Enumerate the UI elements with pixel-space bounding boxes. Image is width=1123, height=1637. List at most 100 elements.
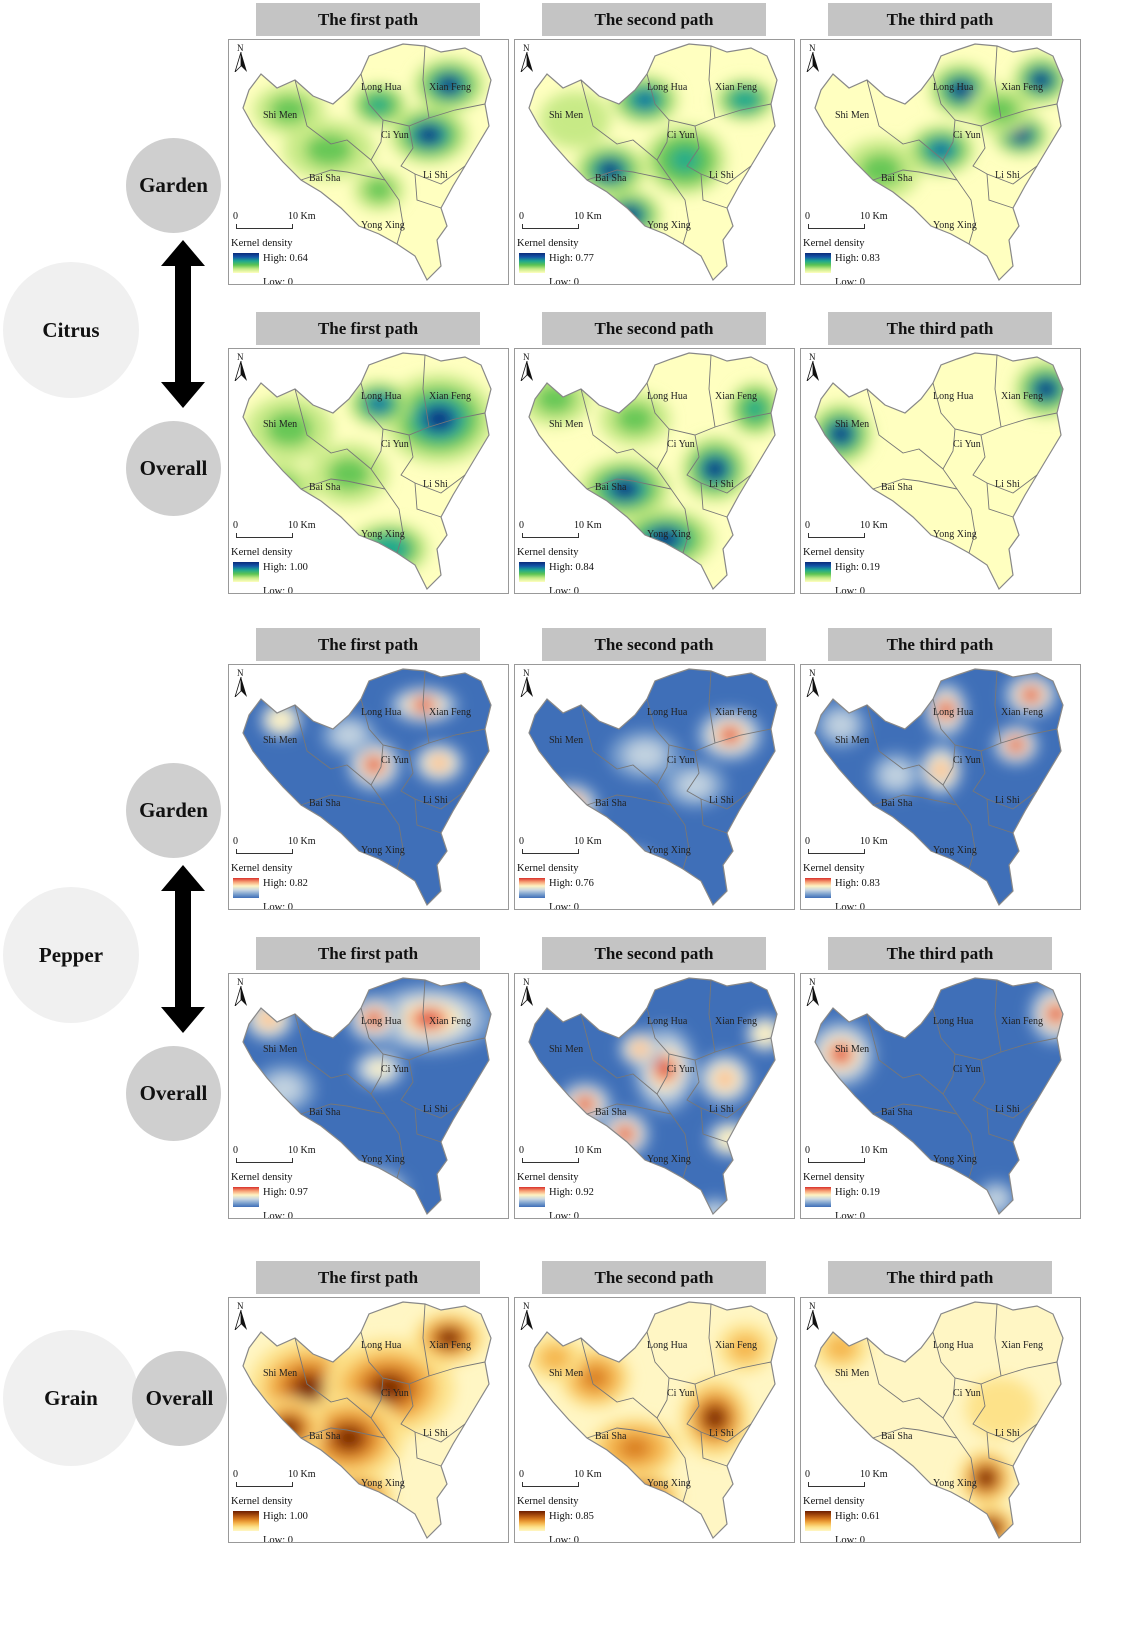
- scale-zero: 0: [805, 836, 810, 847]
- kernel-density-map: [814, 352, 1064, 591]
- legend-title: Kernel density: [517, 1172, 579, 1183]
- density-hotspot: [881, 761, 911, 789]
- scale-km: 10 Km: [860, 1469, 888, 1480]
- panel-header: The first path: [256, 312, 480, 345]
- county-outline: [242, 977, 492, 1216]
- north-letter: N: [523, 352, 530, 362]
- legend-color-ramp: [233, 878, 259, 898]
- township-boundary: [866, 388, 944, 470]
- town-label: Long Hua: [647, 82, 688, 93]
- township-boundary: [414, 798, 442, 834]
- kernel-density-map: [814, 1301, 1064, 1540]
- legend-high: High: 0.76: [549, 878, 594, 889]
- level-label-citrus-garden: Garden: [126, 138, 221, 233]
- density-hotspot: [558, 795, 582, 815]
- township-boundary: [866, 1013, 944, 1095]
- township-boundary: [872, 794, 958, 806]
- level-label-pepper-overall: Overall: [126, 1046, 221, 1141]
- map-frame: Long Hua Xian Feng Shi Men Ci Yun Bai Sha Li …: [800, 664, 1081, 910]
- town-label: Bai Sha: [881, 798, 913, 809]
- density-hotspot: [705, 460, 725, 478]
- density-hotspot: [931, 142, 951, 158]
- town-label: Ci Yun: [953, 755, 981, 766]
- town-label: Xian Feng: [429, 82, 471, 93]
- density-hotspot: [418, 127, 440, 143]
- township-boundary: [422, 1303, 430, 1377]
- double-arrow-icon: [161, 240, 205, 408]
- scale-km: 10 Km: [288, 1469, 316, 1480]
- scale-km: 10 Km: [574, 211, 602, 222]
- legend-title: Kernel density: [803, 1496, 865, 1507]
- town-label: Li Shi: [995, 795, 1020, 806]
- legend-title: Kernel density: [517, 863, 579, 874]
- legend-high: High: 0.64: [263, 253, 308, 264]
- panel-header: The second path: [542, 1261, 766, 1294]
- panel-header: The second path: [542, 628, 766, 661]
- density-hotspot: [269, 1411, 309, 1445]
- legend-title: Kernel density: [517, 1496, 579, 1507]
- town-label: Long Hua: [647, 707, 688, 718]
- town-label: Ci Yun: [667, 439, 695, 450]
- scale-zero: 0: [519, 1145, 524, 1156]
- township-boundary: [700, 173, 728, 209]
- legend-color-ramp: [233, 562, 259, 582]
- map-panel: The second path Long Hua Xian Feng Shi Men C…: [514, 937, 795, 1219]
- density-hotspot: [330, 1171, 398, 1207]
- town-label: Shi Men: [835, 419, 870, 430]
- density-hotspot: [631, 1487, 659, 1509]
- township-boundary: [294, 704, 372, 786]
- level-label-grain-overall: Overall: [132, 1351, 227, 1446]
- scale-km: 10 Km: [288, 836, 316, 847]
- scale-km: 10 Km: [574, 836, 602, 847]
- town-label: Ci Yun: [381, 1388, 409, 1399]
- kernel-density-map: [242, 352, 492, 591]
- town-label: Xian Feng: [1001, 707, 1043, 718]
- map-frame: Long Hua Xian Feng Shi Men Ci Yun Bai Sha Li …: [800, 1297, 1081, 1543]
- township-boundary: [580, 1013, 658, 1095]
- town-label: Shi Men: [263, 110, 298, 121]
- legend-low: Low: 0: [835, 586, 866, 594]
- density-hotspot: [635, 92, 655, 108]
- legend-high: High: 0.83: [835, 253, 880, 264]
- township-boundary: [300, 169, 386, 181]
- panel-header: The third path: [828, 312, 1052, 345]
- town-label: Long Hua: [933, 82, 974, 93]
- township-boundary: [400, 125, 466, 185]
- town-label: Bai Sha: [595, 798, 627, 809]
- legend-low: Low: 0: [549, 1535, 580, 1543]
- map-frame: Long Hua Xian Feng Shi Men Ci Yun Bai Sha Li …: [514, 39, 795, 285]
- map-frame: Long Hua Xian Feng Shi Men Ci Yun Bai Sha Li …: [228, 1297, 509, 1543]
- township-boundary: [686, 434, 752, 494]
- density-hotspot: [414, 698, 434, 712]
- township-boundary: [586, 1427, 672, 1439]
- town-label: Yong Xing: [933, 529, 977, 540]
- level-label-citrus-overall: Overall: [126, 421, 221, 516]
- legend-high: High: 1.00: [263, 1511, 308, 1522]
- township-boundary: [400, 750, 466, 810]
- county-outline: [814, 668, 1064, 907]
- density-hotspot: [720, 727, 740, 743]
- legend-low: Low: 0: [835, 902, 866, 910]
- panel-header: The second path: [542, 312, 766, 345]
- kernel-density-map: [528, 977, 778, 1216]
- township-boundary: [580, 79, 658, 161]
- crop-label-grain: Grain: [3, 1330, 139, 1466]
- town-label: Xian Feng: [1001, 1340, 1043, 1351]
- legend-low: Low: 0: [263, 1211, 294, 1219]
- density-hotspot: [296, 1377, 322, 1399]
- density-hotspot: [1047, 1005, 1063, 1023]
- town-label: Ci Yun: [381, 1064, 409, 1075]
- level-name: Garden: [139, 798, 208, 822]
- legend-color-ramp: [805, 878, 831, 898]
- density-hotspot: [1036, 381, 1056, 397]
- map-panel: The second path Long Hua Xian Feng Shi Men C…: [514, 312, 795, 594]
- level-name: Overall: [139, 1081, 208, 1105]
- town-label: Li Shi: [423, 1104, 448, 1115]
- township-boundary: [708, 1303, 716, 1377]
- density-hotspot: [340, 1175, 388, 1203]
- legend-high: High: 0.19: [835, 1187, 880, 1198]
- scale-zero: 0: [805, 1145, 810, 1156]
- density-hotspot: [677, 771, 713, 799]
- map-frame: Long Hua Xian Feng Shi Men Ci Yun Bai Sha Li …: [228, 664, 509, 910]
- density-hotspot: [670, 147, 700, 173]
